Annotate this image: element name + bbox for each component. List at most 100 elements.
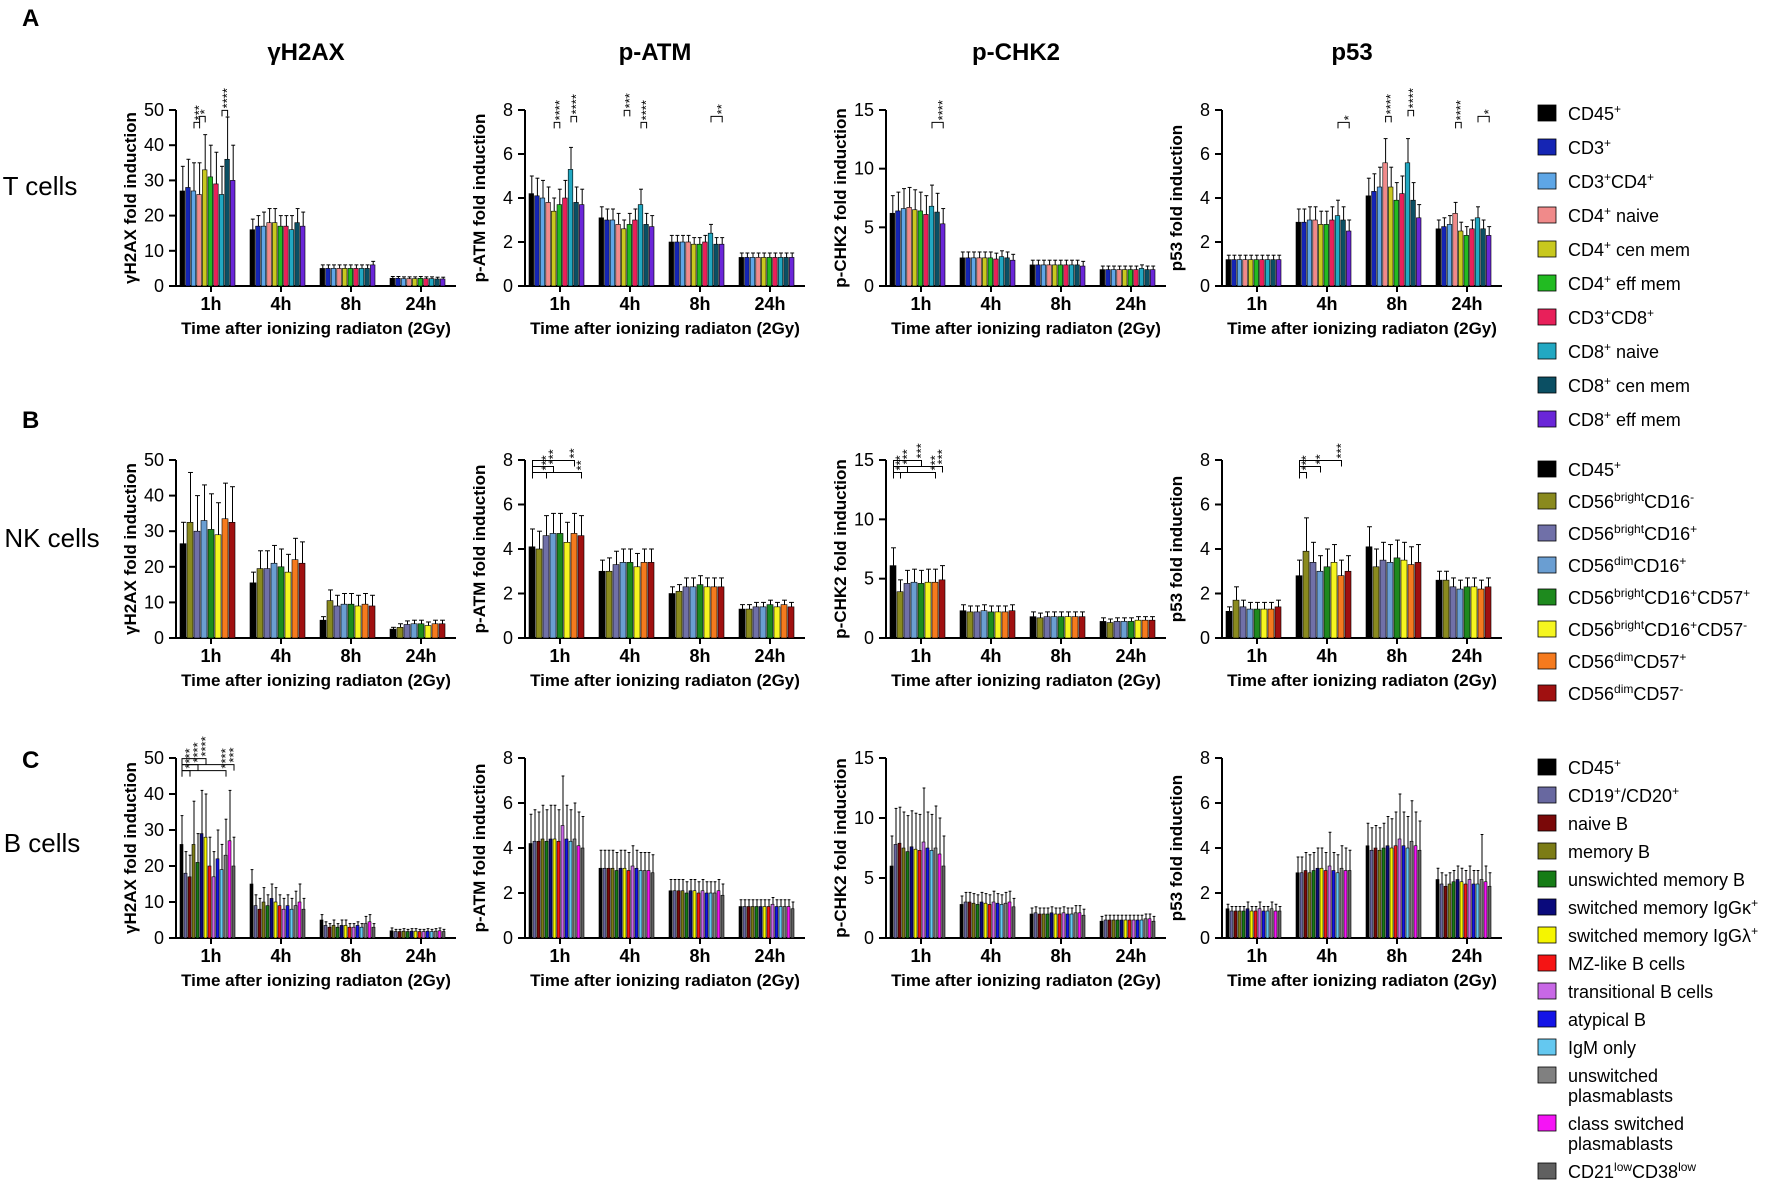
bar: [762, 906, 767, 939]
x-axis-label: Time after ionizing radiaton (2Gy): [1227, 971, 1497, 990]
bar: [355, 925, 360, 939]
bar: [1331, 870, 1336, 939]
bar: [738, 906, 743, 939]
y-tick-label: 0: [503, 276, 513, 296]
legend-superscript: +: [1690, 618, 1697, 632]
legend-label: switched memory IgGλ+: [1568, 924, 1758, 946]
bar: [1150, 269, 1156, 287]
bar: [528, 193, 534, 287]
bar: [185, 187, 191, 287]
legend-label: transitional B cells: [1568, 982, 1713, 1002]
x-tick-label: 8h: [340, 946, 361, 966]
legend-item: CD56dimCD16+: [1537, 554, 1686, 576]
legend-swatch: [1537, 206, 1557, 224]
y-axis-label: γH2AX fold induction: [121, 112, 140, 284]
legend-text: naive B: [1568, 814, 1628, 834]
bar: [433, 930, 438, 939]
legend-swatch: [1537, 1010, 1557, 1028]
significance-label: ***: [546, 449, 561, 464]
y-tick-label: 30: [144, 170, 164, 190]
legend-item: switched memory IgGκ+: [1537, 896, 1758, 918]
legend-label: CD56brightCD16+: [1568, 522, 1697, 544]
bar: [266, 222, 272, 287]
bar: [249, 229, 255, 287]
bar: [1456, 588, 1464, 639]
y-tick-label: 8: [503, 100, 513, 120]
legend-superscript: +: [1604, 204, 1611, 218]
significance-bracket: [893, 471, 936, 479]
bar: [417, 931, 422, 939]
x-tick-label: 4h: [619, 946, 640, 966]
bar: [921, 841, 926, 939]
x-tick-label: 4h: [619, 294, 640, 314]
bar: [963, 901, 968, 939]
y-tick-label: 10: [854, 509, 874, 529]
legend-superscript: +: [1604, 136, 1611, 150]
bar: [260, 225, 267, 287]
legend-text: CD56: [1568, 492, 1614, 512]
bar-chart: 0 2 4 6 8 p-ATM fold induction 1h 4h 8h 24h Time a…: [470, 748, 805, 990]
legend-label: MZ-like B cells: [1568, 954, 1685, 974]
bar: [975, 904, 980, 939]
bar: [713, 243, 719, 287]
legend-item: CD21lowCD38low: [1537, 1160, 1696, 1182]
y-tick-label: 20: [144, 206, 164, 226]
bar: [1365, 845, 1370, 939]
bar: [973, 611, 981, 639]
bar: [534, 195, 540, 287]
bar: [1303, 870, 1308, 939]
legend-superscript: bright: [1614, 522, 1645, 536]
x-axis-label: Time after ionizing radiaton (2Gy): [891, 971, 1161, 990]
bar: [1389, 847, 1394, 939]
bar: [1373, 847, 1378, 939]
bar: [257, 908, 262, 939]
y-tick-label: 8: [503, 450, 513, 470]
bar: [712, 892, 717, 939]
legend-text: CD45: [1568, 758, 1614, 778]
legend-swatch: [1537, 898, 1557, 916]
bar: [1295, 872, 1300, 939]
bar: [696, 892, 701, 939]
bar: [1045, 913, 1050, 939]
significance-label: ****: [218, 748, 233, 768]
bar: [1369, 849, 1374, 939]
x-tick-label: 1h: [1246, 646, 1267, 666]
y-tick-label: 4: [1200, 838, 1210, 858]
bar: [1316, 570, 1324, 639]
bar: [1471, 883, 1476, 939]
legend-superscript: +: [1679, 650, 1686, 664]
bar: [1487, 885, 1492, 939]
legend-text: CD3: [1568, 138, 1604, 158]
bar: [940, 223, 946, 287]
legend-item: IgM only: [1537, 1038, 1636, 1058]
significance-label: ****: [935, 100, 950, 120]
bar: [568, 840, 573, 939]
x-tick-label: 8h: [340, 646, 361, 666]
bar: [193, 530, 201, 639]
panel-letter: C: [22, 747, 39, 774]
bar: [1001, 611, 1009, 639]
bar: [1416, 217, 1422, 287]
y-tick-label: 20: [144, 856, 164, 876]
legend-item: transitional B cells: [1537, 982, 1713, 1002]
y-tick-label: 0: [1200, 928, 1210, 948]
bar: [758, 906, 763, 939]
bar: [1229, 910, 1234, 939]
legend-superscript: +: [1690, 586, 1697, 600]
bar: [1049, 912, 1054, 939]
legend-text: CD56: [1568, 620, 1614, 640]
legend-text: CD4: [1611, 172, 1647, 192]
bar: [277, 225, 283, 287]
significance-label: *: [1341, 115, 1356, 120]
y-tick-label: 4: [503, 188, 513, 208]
legend-item: naive B: [1537, 814, 1628, 834]
legend-swatch: [1537, 652, 1557, 670]
bar: [900, 208, 907, 287]
legend-label-line2: plasmablasts: [1568, 1086, 1673, 1106]
x-tick-label: 24h: [405, 294, 436, 314]
bar: [777, 257, 784, 287]
significance-label: **: [1313, 454, 1328, 464]
y-tick-label: 0: [1200, 628, 1210, 648]
bar: [605, 570, 613, 639]
